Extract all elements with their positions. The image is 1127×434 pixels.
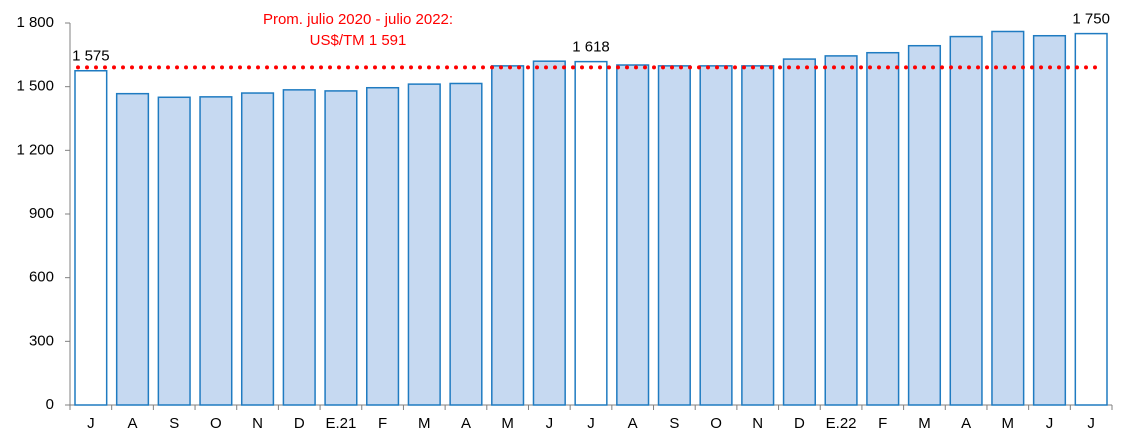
bar bbox=[991, 30, 1025, 406]
value-label: 1 618 bbox=[572, 39, 610, 56]
bar bbox=[115, 92, 150, 406]
bar bbox=[324, 90, 358, 406]
x-tick-label: J bbox=[1046, 415, 1054, 432]
bar bbox=[157, 96, 191, 406]
bar bbox=[74, 70, 108, 406]
x-tick-label: O bbox=[710, 415, 722, 432]
x-tick-label: M bbox=[1002, 415, 1015, 432]
x-tick-label: S bbox=[669, 415, 679, 432]
x-tick-label: A bbox=[128, 415, 138, 432]
bar bbox=[782, 58, 816, 406]
bar bbox=[574, 60, 608, 406]
y-tick-label: 600 bbox=[29, 269, 54, 286]
x-tick-label: E.22 bbox=[826, 415, 857, 432]
bar bbox=[949, 35, 983, 406]
y-tick-label: 1 200 bbox=[16, 141, 54, 158]
x-tick-label: A bbox=[461, 415, 471, 432]
x-tick-label: J bbox=[587, 415, 595, 432]
x-tick-label: M bbox=[418, 415, 431, 432]
bar bbox=[866, 51, 900, 406]
y-tick-label: 300 bbox=[29, 332, 54, 349]
x-tick-label: F bbox=[878, 415, 887, 432]
x-tick-label: J bbox=[87, 415, 95, 432]
bar bbox=[282, 89, 316, 406]
bar bbox=[1032, 34, 1067, 406]
y-tick-label: 0 bbox=[46, 396, 54, 413]
bar bbox=[199, 96, 233, 406]
value-label: 1 575 bbox=[72, 48, 110, 65]
y-tick-label: 1 800 bbox=[16, 14, 54, 31]
bar bbox=[366, 86, 400, 406]
bar bbox=[449, 82, 483, 406]
bar bbox=[699, 65, 733, 406]
x-tick-label: E.21 bbox=[325, 415, 356, 432]
x-tick-label: N bbox=[252, 415, 263, 432]
x-tick-label: S bbox=[169, 415, 179, 432]
bar bbox=[741, 65, 775, 406]
bar bbox=[1074, 32, 1108, 406]
bar bbox=[657, 65, 691, 406]
bar bbox=[907, 44, 942, 406]
reference-label: US$/TM 1 591 bbox=[310, 32, 407, 49]
x-tick-label: A bbox=[961, 415, 971, 432]
x-tick-label: O bbox=[210, 415, 222, 432]
x-tick-label: M bbox=[501, 415, 514, 432]
x-tick-label: J bbox=[546, 415, 554, 432]
bar bbox=[824, 55, 858, 406]
bar bbox=[407, 83, 441, 406]
bar bbox=[616, 64, 650, 406]
x-tick-label: D bbox=[294, 415, 305, 432]
bar bbox=[491, 65, 525, 406]
value-label: 1 750 bbox=[1072, 11, 1110, 28]
bar bbox=[532, 60, 566, 406]
x-tick-label: D bbox=[794, 415, 805, 432]
x-tick-label: N bbox=[752, 415, 763, 432]
y-tick-label: 900 bbox=[29, 205, 54, 222]
x-tick-label: A bbox=[628, 415, 638, 432]
bar bbox=[240, 92, 275, 406]
x-tick-label: F bbox=[378, 415, 387, 432]
x-tick-label: J bbox=[1087, 415, 1095, 432]
reference-label: Prom. julio 2020 - julio 2022: bbox=[263, 11, 453, 28]
y-tick-label: 1 500 bbox=[16, 78, 54, 95]
x-tick-label: M bbox=[918, 415, 931, 432]
